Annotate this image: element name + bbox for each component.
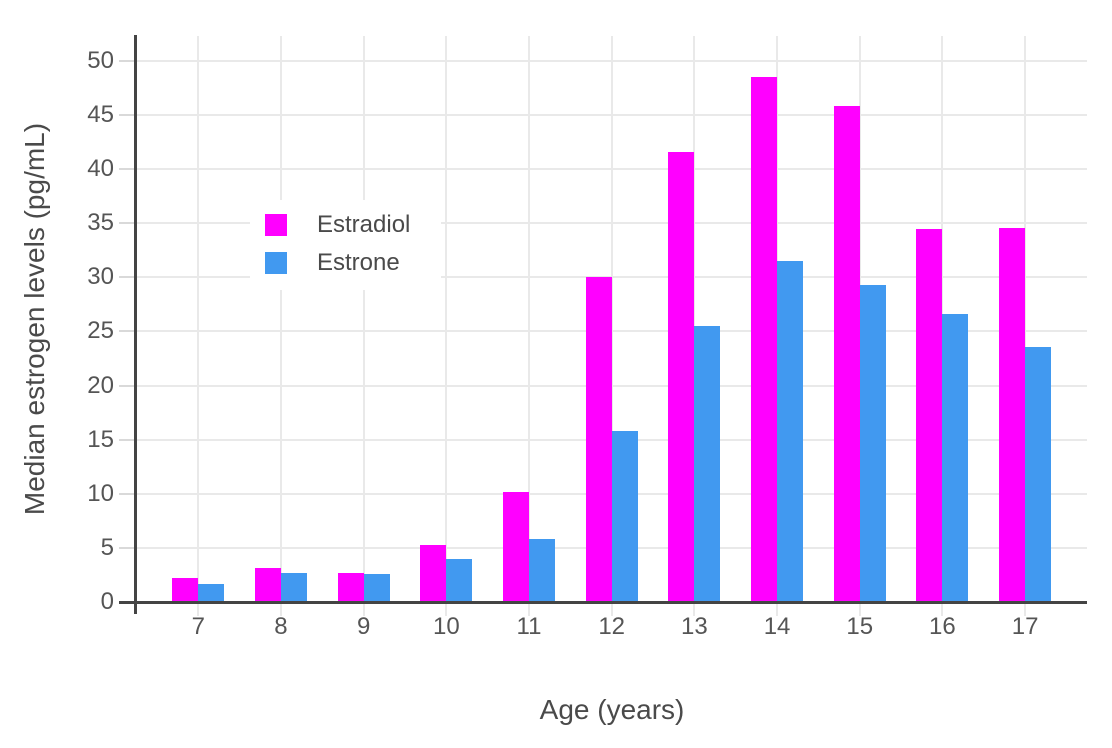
x-tick [279,602,282,616]
x-tick-label: 8 [274,613,288,640]
v-gridline [362,36,365,602]
x-tick-label: 9 [356,613,371,640]
y-tick [119,114,134,116]
estrone-legend-label: Estrone [317,249,400,276]
y-tick-label: 30 [87,263,114,291]
y-tick [119,438,134,441]
y-tick-label: 25 [87,317,114,345]
estrone-bar [611,431,638,602]
estradiol-bar [833,106,860,602]
legend: Estradiol Estrone [250,200,441,290]
x-tick-label: 10 [432,613,460,640]
estradiol-bar [254,568,281,602]
y-tick-label: 45 [87,101,114,128]
y-tick-label: 5 [100,533,114,561]
x-tick [1024,602,1027,616]
y-tick [119,276,134,279]
estradiol-bar [172,578,199,602]
y-tick-label: 35 [87,209,114,237]
x-tick-label: 13 [681,613,708,640]
v-gridline [197,36,200,602]
x-tick [610,602,613,616]
x-tick [528,602,531,616]
x-tick-label: 16 [929,613,956,640]
estrone-bar [363,573,390,602]
x-axis-line [119,601,1087,604]
estradiol-bar [668,151,695,602]
estrone-bar [529,539,556,602]
v-gridline [1024,36,1027,602]
estrone-bar [280,572,307,602]
x-tick [197,602,200,616]
y-tick-label: 50 [87,46,114,74]
v-gridline [610,36,613,602]
v-gridline [279,36,282,602]
y-tick [119,492,134,495]
x-tick [941,602,944,616]
y-tick [119,168,134,171]
y-axis-line [134,35,137,614]
x-tick [445,602,448,616]
y-tick-label: 20 [87,371,114,399]
y-tick [119,59,134,62]
estradiol-bar [751,77,778,602]
x-tick-label: 12 [598,613,626,640]
y-tick-label: 15 [87,425,114,453]
x-tick [776,602,779,616]
estrone-bar [694,326,721,602]
estrone-bar [446,558,473,602]
estradiol-bar [503,491,530,602]
y-tick [119,546,134,549]
y-tick [119,222,134,225]
x-tick-label: 11 [516,613,542,640]
estrone-bar [198,583,225,602]
x-tick-label: 17 [1011,613,1039,640]
v-gridline [528,36,531,602]
y-tick [119,330,134,333]
x-axis-title: Age (years) [539,694,685,725]
v-gridline [693,36,696,602]
x-tick [693,602,696,616]
v-gridline [445,36,448,602]
estrone-bar [1025,346,1052,602]
y-tick [119,384,134,387]
x-tick [858,602,861,616]
estrone-swatch-icon [265,252,287,274]
estrone-bar [859,284,886,602]
x-tick-label: 14 [763,613,791,640]
y-tick-label: 40 [87,155,114,183]
y-tick-label: 0 [100,588,114,615]
legend-item-estrone[interactable]: Estrone [265,249,441,276]
legend-item-estradiol[interactable]: Estradiol [265,211,441,238]
x-tick-label: 7 [191,613,205,640]
estradiol-bar [916,228,943,602]
estradiol-bar [337,572,364,602]
x-tick [362,602,365,616]
estrone-bar [777,261,804,602]
estradiol-bar [585,277,612,602]
estradiol-bar [999,227,1026,602]
y-tick-label: 10 [87,479,114,507]
estradiol-legend-label: Estradiol [317,211,411,238]
estrone-bar [942,314,969,602]
estradiol-swatch-icon [265,214,287,236]
estradiol-bar [420,544,447,602]
x-tick-label: 15 [846,613,874,640]
